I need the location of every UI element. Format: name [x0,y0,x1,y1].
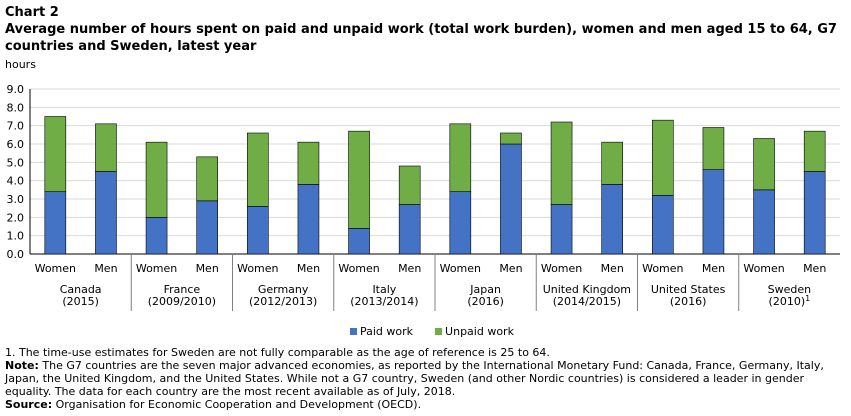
x-subcategory-label: Women [541,262,582,275]
x-subcategory-label: Women [642,262,683,275]
bar-segment-paid [550,204,573,255]
bar-segment-unpaid [601,141,623,185]
legend-label-unpaid: Unpaid work [445,325,514,338]
bar-segment-unpaid [95,123,117,172]
x-group-year-label: (2013/2014) [350,295,418,308]
chart-number: Chart 2 [5,5,59,20]
bar-segment-unpaid [550,121,573,205]
legend-item-paid: Paid work [350,325,413,338]
bar-segment-paid [500,143,522,255]
note-text: The G7 countries are the seven major adv… [5,359,824,398]
x-group-label: Sweden [768,283,811,296]
bar-segment-paid [753,189,775,255]
y-tick-label: 1.0 [7,230,25,243]
x-subcategory-label: Men [601,262,624,275]
y-tick-label: 7.0 [7,120,25,133]
bar-segment-unpaid [297,141,320,185]
legend-swatch-unpaid [435,328,443,335]
bar-segment-unpaid [500,132,522,145]
x-group-year-label: (2014/2015) [553,295,621,308]
note-paragraph: Note: The G7 countries are the seven maj… [5,359,845,398]
x-subcategory-label: Women [237,262,278,275]
legend-swatch-paid [350,328,357,335]
x-group-year-label: (2012/2013) [249,295,317,308]
x-group-year-label: (2015) [62,295,99,308]
y-axis-unit-label: hours [5,58,36,71]
x-group-year-label: (2016) [467,295,504,308]
x-subcategory-label: Women [338,262,379,275]
y-tick-label: 3.0 [7,193,25,206]
x-group-year-label: (2010)1 [769,294,811,309]
x-group-label: Canada [60,283,102,296]
bar-segment-paid [196,200,218,255]
x-group-label: Germany [258,283,309,296]
x-group-label: United States [651,283,726,296]
x-subcategory-label: Men [196,262,219,275]
bar-segment-unpaid [196,156,218,202]
source-paragraph: Source: Organisation for Economic Cooper… [5,398,845,411]
y-tick-label: 4.0 [7,175,25,188]
chart-title: Average number of hours spent on paid an… [5,22,837,54]
note-label: Note: [5,359,39,372]
source-text: Organisation for Economic Cooperation an… [52,398,422,411]
x-group-label: Italy [372,283,396,296]
bar-segment-paid [348,228,370,255]
y-tick-label: 5.0 [7,156,25,169]
bar-segment-paid [702,169,725,255]
chart-footnotes: 1. The time-use estimates for Sweden are… [5,346,845,411]
x-group-label: United Kingdom [543,283,631,296]
source-label: Source: [5,398,53,411]
x-subcategory-label: Men [702,262,725,275]
footnote-1: 1. The time-use estimates for Sweden are… [5,346,550,359]
bar-segment-paid [803,171,826,255]
footnote-superscript: 1 [805,294,810,303]
bar-segment-unpaid [145,141,168,218]
bar-segment-paid [247,206,269,255]
bar-segment-unpaid [652,119,674,196]
x-subcategory-label: Women [440,262,481,275]
x-subcategory-label: Men [398,262,421,275]
x-subcategory-label: Women [743,262,784,275]
bar-segment-paid [95,171,117,255]
x-group-label: France [164,283,201,296]
y-tick-label: 6.0 [7,138,25,151]
x-subcategory-label: Men [499,262,522,275]
x-subcategory-label: Men [803,262,826,275]
x-group-year-label: (2016) [670,295,707,308]
y-tick-label: 9.0 [7,83,25,96]
x-subcategory-label: Men [94,262,117,275]
bar-segment-paid [44,191,67,255]
bar-segment-paid [145,217,168,255]
bar-segment-unpaid [449,123,472,192]
bar-segment-unpaid [753,138,775,191]
bar-segment-unpaid [398,165,421,205]
bar-segment-paid [449,191,472,255]
bar-segment-paid [652,195,674,255]
chart-legend: Paid work Unpaid work [350,325,514,338]
bar-segment-unpaid [44,116,67,192]
legend-item-unpaid: Unpaid work [435,325,514,338]
bar-segment-paid [297,184,320,255]
bar-segment-unpaid [348,130,370,229]
bar-segment-paid [398,204,421,255]
x-group-year-label: (2009/2010) [148,295,216,308]
bar-segment-paid [601,184,623,255]
legend-label-paid: Paid work [360,325,414,338]
x-subcategory-label: Men [297,262,320,275]
bar-segment-unpaid [702,127,725,170]
y-tick-label: 8.0 [7,101,25,114]
stacked-bar-chart: 0.0 1.0 2.0 3.0 4.0 5.0 6.0 7.0 8.0 9.0 Women Men Ca… [7,83,840,311]
x-subcategory-label: Women [35,262,76,275]
bar-segment-unpaid [247,132,269,207]
x-group-label: Japan [469,283,501,296]
bar-segment-unpaid [803,130,826,172]
x-subcategory-label: Women [136,262,177,275]
y-tick-label: 0.0 [7,248,25,261]
y-tick-label: 2.0 [7,211,25,224]
